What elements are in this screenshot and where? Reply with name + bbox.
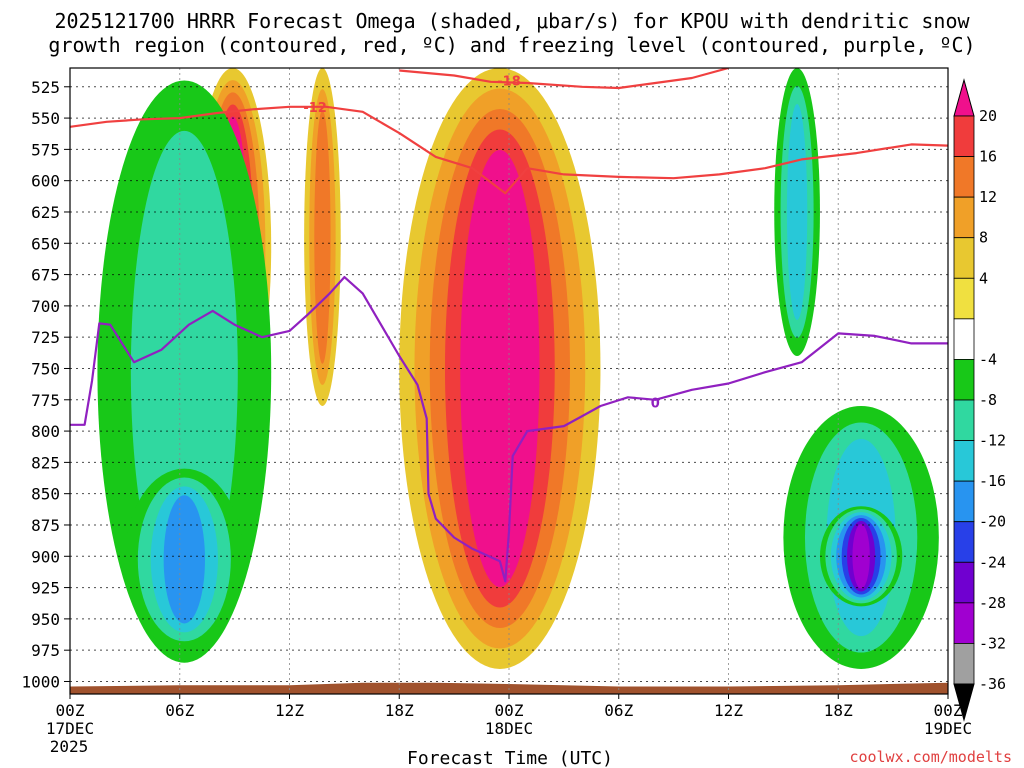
colorbar-band-13: [953, 602, 975, 644]
x-tick-label-6: 06Z: [165, 701, 194, 720]
colorbar-label--36: -36: [979, 675, 1006, 693]
y-tick-label-1000: 1000: [21, 672, 60, 691]
y-tick-label-775: 775: [31, 391, 60, 410]
y-tick-label-525: 525: [31, 78, 60, 97]
colorbar-band-10: [953, 480, 975, 523]
y-tick-label-900: 900: [31, 547, 60, 566]
x-tick-date-0: 17DEC: [46, 719, 94, 738]
colorbar-band-4: [953, 237, 975, 279]
credit-text: coolwx.com/modelts: [849, 748, 1012, 766]
chart-title-line-1: 2025121700 HRRR Forecast Omega (shaded, …: [54, 9, 970, 33]
omega-region-sink-0600-level--16: [163, 495, 206, 624]
y-tick-label-625: 625: [31, 203, 60, 222]
colorbar-bottom-arrow: [953, 683, 975, 722]
y-tick-label-600: 600: [31, 172, 60, 191]
dgz-minus-12-left-label: -12: [303, 101, 327, 116]
freezing-level-0-label: 0: [651, 396, 660, 411]
colorbar-label--12: -12: [979, 432, 1006, 450]
colorbar: 20 16 12 8 4 -4 -8 -12 -16 -20 -24 -28 -32 -36: [953, 78, 1006, 722]
colorbar-label-16: 16: [979, 148, 997, 166]
grid-lines: [70, 68, 948, 694]
omega-region-upper-mb-1300-level-12: [314, 110, 331, 364]
x-axis-label: Forecast Time (UTC): [407, 748, 613, 768]
colorbar-band-1: [953, 115, 975, 157]
chart-title-line-2: growth region (contoured, red, ºC) and f…: [48, 33, 975, 57]
contours: -12 -18 0: [70, 68, 948, 583]
y-axis: 525 550 575 600 625 650 675 700 725 750 775 800 825 8…: [21, 78, 70, 691]
colorbar-band-12: [953, 561, 975, 604]
y-tick-label-700: 700: [31, 297, 60, 316]
y-tick-label-750: 750: [31, 359, 60, 378]
colorbar-label-12: 12: [979, 188, 997, 206]
x-tick-year-0: 2025: [50, 737, 89, 756]
dgz-minus-18-label: -18: [497, 75, 521, 90]
colorbar-label--32: -32: [979, 634, 1006, 652]
omega-region-sink-4200-level--28: [852, 523, 870, 589]
x-tick-label-24: 00Z: [495, 701, 524, 720]
y-tick-label-950: 950: [31, 610, 60, 629]
y-tick-label-975: 975: [31, 641, 60, 660]
colorbar-band-14: [953, 643, 975, 685]
y-tick-label-550: 550: [31, 109, 60, 128]
colorbar-label-8: 8: [979, 229, 988, 247]
x-tick-label-36: 12Z: [714, 701, 743, 720]
colorbar-band-3: [953, 196, 975, 239]
colorbar-label-4: 4: [979, 269, 988, 287]
freezing-level-0-line: [70, 276, 948, 583]
colorbar-band-9: [953, 440, 975, 482]
y-tick-label-925: 925: [31, 579, 60, 598]
colorbar-label--4: -4: [979, 350, 997, 368]
colorbar-top-arrow: [953, 78, 975, 117]
y-tick-label-825: 825: [31, 453, 60, 472]
x-tick-date-48: 19DEC: [924, 719, 972, 738]
colorbar-label--24: -24: [979, 553, 1006, 571]
x-tick-label-12: 12Z: [275, 701, 304, 720]
y-tick-label-725: 725: [31, 328, 60, 347]
x-tick-label-30: 06Z: [604, 701, 633, 720]
y-tick-label-800: 800: [31, 422, 60, 441]
colorbar-band-8: [953, 399, 975, 441]
y-tick-label-675: 675: [31, 266, 60, 285]
y-tick-label-850: 850: [31, 485, 60, 504]
x-tick-label-0: 00Z: [56, 701, 85, 720]
x-tick-label-42: 18Z: [824, 701, 853, 720]
omega-region-main-ascent-1800-level-24: [475, 170, 525, 567]
x-tick-label-18: 18Z: [385, 701, 414, 720]
omega-shading: [97, 68, 939, 669]
dgz-minus-18-line: [399, 68, 729, 90]
colorbar-label-20: 20: [979, 107, 997, 125]
colorbar-label--8: -8: [979, 391, 997, 409]
y-tick-label-575: 575: [31, 140, 60, 159]
colorbar-band-5: [953, 277, 975, 320]
colorbar-label--16: -16: [979, 472, 1006, 490]
x-tick-date-24: 18DEC: [485, 719, 533, 738]
x-tick-label-48: 00Z: [934, 701, 963, 720]
colorbar-label--28: -28: [979, 594, 1006, 612]
y-tick-label-650: 650: [31, 234, 60, 253]
colorbar-band-7: [953, 359, 975, 401]
colorbar-band-11: [953, 521, 975, 563]
colorbar-band-2: [953, 156, 975, 198]
dgz-minus-12-left-line: [70, 105, 948, 195]
colorbar-band-6: [953, 318, 975, 360]
y-tick-label-875: 875: [31, 516, 60, 535]
colorbar-label--20: -20: [979, 513, 1006, 531]
